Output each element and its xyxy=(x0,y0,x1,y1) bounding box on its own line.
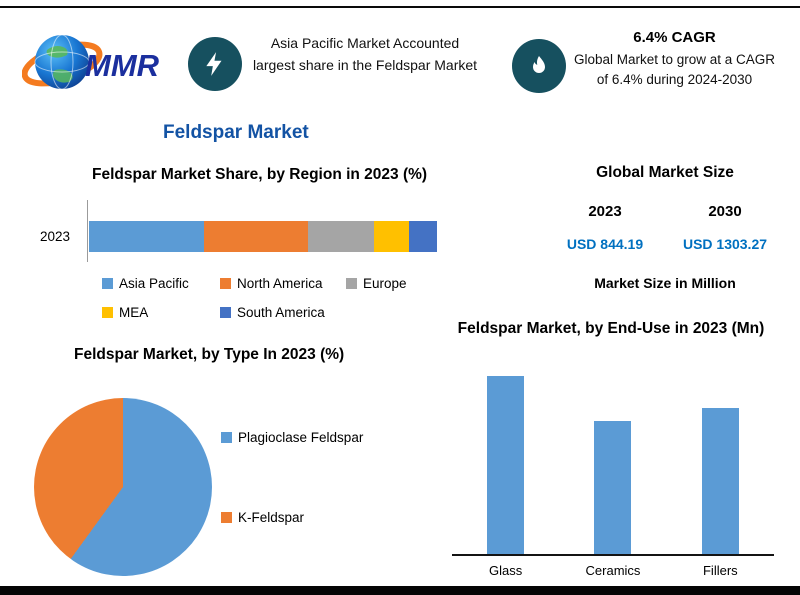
type-pie xyxy=(34,398,212,576)
market-size-note: Market Size in Million xyxy=(594,275,736,291)
region-chart-axis xyxy=(87,200,88,262)
market-size-value-2030: USD 1303.27 xyxy=(682,236,768,252)
legend-label: North America xyxy=(237,276,323,291)
legend-swatch xyxy=(221,432,232,443)
highlight-text-1: Asia Pacific Market Accounted largest sh… xyxy=(252,35,478,73)
pie-legend-item: Plagioclase Feldspar xyxy=(221,430,363,445)
region-year-label: 2023 xyxy=(40,229,71,244)
legend-item: South America xyxy=(220,305,346,320)
enduse-bar xyxy=(701,408,739,554)
highlight-badge-2 xyxy=(512,39,566,93)
highlight-block-2: 6.4% CAGR Global Market to grow at a CAG… xyxy=(572,29,777,91)
flame-icon xyxy=(533,56,545,73)
enduse-bars xyxy=(452,368,774,556)
top-border xyxy=(0,6,800,8)
enduse-bar-label: Ceramics xyxy=(585,563,641,578)
legend-swatch xyxy=(220,307,231,318)
type-chart-title: Feldspar Market, by Type In 2023 (%) xyxy=(74,346,345,363)
legend-swatch xyxy=(346,278,357,289)
pie-legend-item: K-Feldspar xyxy=(221,510,304,525)
pie-legend-label: K-Feldspar xyxy=(238,510,305,525)
globe-icon: MMR xyxy=(21,34,160,90)
bottom-border xyxy=(0,586,800,595)
cagr-title: 6.4% CAGR xyxy=(633,29,716,46)
market-size-year-2023: 2023 xyxy=(588,203,622,220)
market-size-title: Global Market Size xyxy=(596,164,734,181)
enduse-bar-column xyxy=(559,368,666,554)
enduse-bar-column xyxy=(667,368,774,554)
mmr-logo: MMR xyxy=(21,18,182,106)
legend-item: Asia Pacific xyxy=(102,276,220,291)
highlight-badge-1 xyxy=(188,37,242,91)
enduse-chart-title: Feldspar Market, by End-Use in 2023 (Mn) xyxy=(457,320,765,337)
legend-swatch xyxy=(220,278,231,289)
page-title: Feldspar Market xyxy=(163,122,309,143)
region-bar-segment xyxy=(308,221,375,252)
enduse-bar-label: Fillers xyxy=(702,563,738,578)
region-bar-segment xyxy=(409,221,437,252)
legend-label: MEA xyxy=(119,305,149,320)
legend-label: Europe xyxy=(363,276,407,291)
region-bar-segment xyxy=(374,221,410,252)
market-size-year-2030: 2030 xyxy=(708,203,742,220)
logo-text: MMR xyxy=(85,48,160,83)
lightning-icon xyxy=(206,52,222,76)
region-bar-segment xyxy=(89,221,204,252)
enduse-bar xyxy=(487,376,525,554)
market-size-years: 2023 2030 xyxy=(545,203,785,220)
legend-label: Asia Pacific xyxy=(119,276,189,291)
region-bar-segment xyxy=(203,221,309,252)
enduse-bar-column xyxy=(452,368,559,554)
enduse-bar xyxy=(594,420,632,554)
market-size-values: USD 844.19 USD 1303.27 xyxy=(545,236,785,252)
region-chart-title: Feldspar Market Share, by Region in 2023… xyxy=(92,166,428,183)
legend-item: MEA xyxy=(102,305,220,320)
enduse-labels: Glass Ceramics Fillers xyxy=(452,563,774,578)
region-stacked-bar xyxy=(89,221,437,252)
enduse-bar-label: Glass xyxy=(489,563,523,578)
market-size-value-2023: USD 844.19 xyxy=(566,236,644,252)
region-legend: Asia Pacific North America Europe MEA South … xyxy=(102,276,456,320)
legend-swatch xyxy=(102,307,113,318)
legend-swatch xyxy=(221,512,232,523)
pie-legend-label: Plagioclase Feldspar xyxy=(238,430,364,445)
cagr-text: Global Market to grow at a CAGR of 6.4% … xyxy=(573,52,776,88)
legend-label: South America xyxy=(237,305,325,320)
legend-item: North America xyxy=(220,276,346,291)
legend-swatch xyxy=(102,278,113,289)
legend-item: Europe xyxy=(346,276,456,291)
